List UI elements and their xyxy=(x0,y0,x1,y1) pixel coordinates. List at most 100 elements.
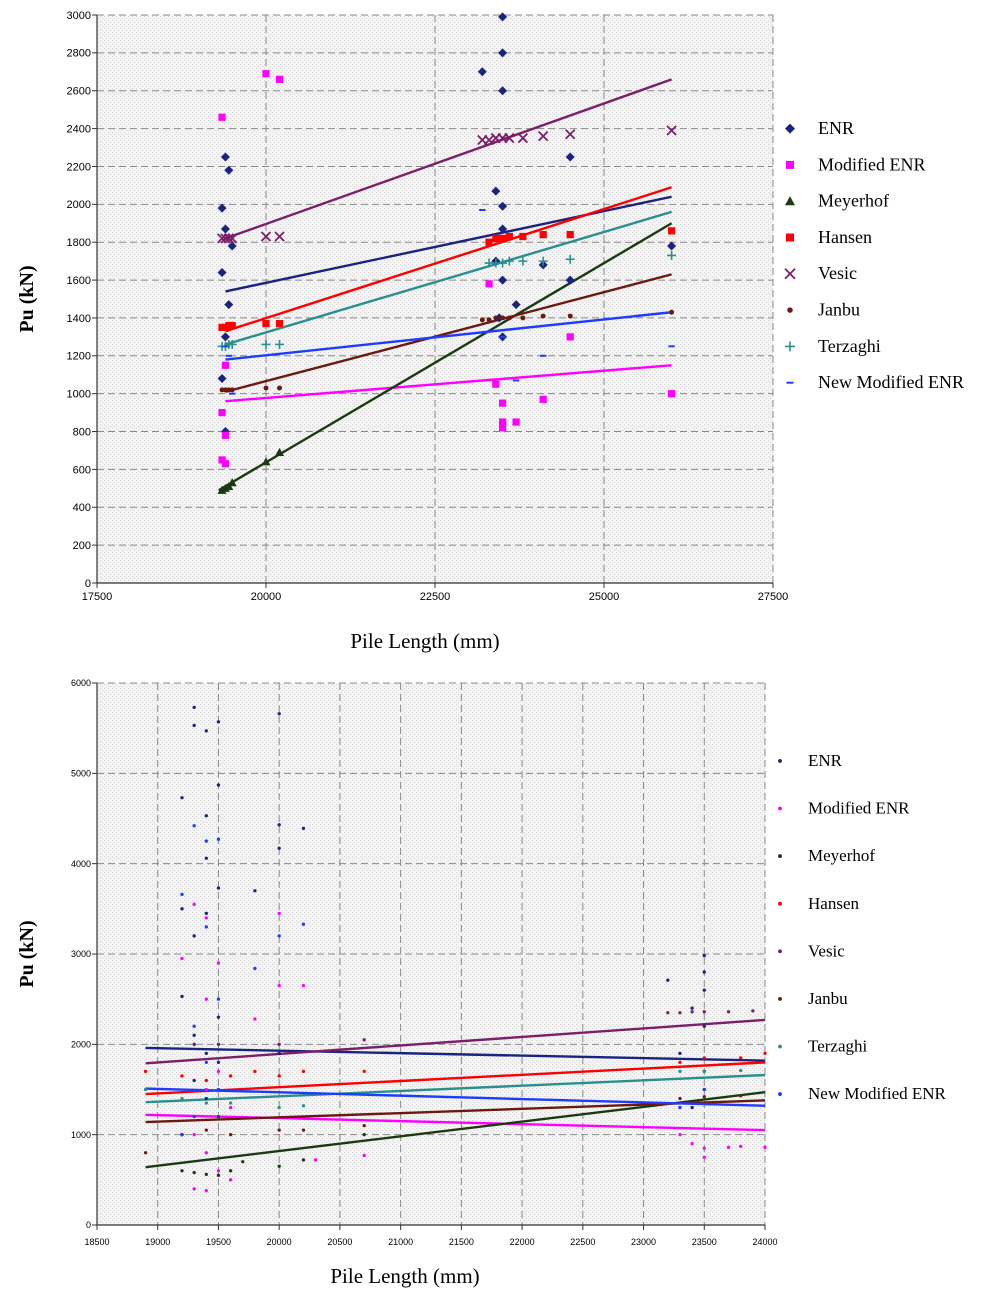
chart-1-point-janbu xyxy=(277,385,282,391)
chart-2-trendline-terzaghi xyxy=(145,1073,766,1104)
chart-1-trendline-terzaghi xyxy=(225,210,672,346)
chart-2-legend-label-meyerhof: Meyerhof xyxy=(808,846,875,865)
chart-2-point-terzaghi xyxy=(143,1087,148,1092)
chart-2-point-modified-enr xyxy=(739,1144,743,1149)
chart-1-legend-label-janbu: Janbu xyxy=(818,300,860,320)
chart-2-x-tick-label: 18500 xyxy=(84,1237,109,1247)
chart-2-point-meyerhof xyxy=(241,1160,245,1164)
chart-2-point-new-modified-enr xyxy=(192,824,196,828)
chart-1-legend: ENR Modified ENR Meyerhof Hansen Vesic Janbu T… xyxy=(784,118,964,392)
chart-2-x-tick-label: 19000 xyxy=(145,1237,170,1247)
chart-2-point-modified-enr xyxy=(253,1017,257,1021)
chart-1-y-tick-label: 2000 xyxy=(67,199,91,211)
chart-2-point-new-modified-enr xyxy=(216,1087,221,1092)
chart-1-y-tick-label: 200 xyxy=(73,540,91,552)
chart-2-point-modified-enr xyxy=(763,1145,767,1149)
chart-1-point-terzaghi xyxy=(565,254,575,264)
chart-1-point-janbu xyxy=(263,385,269,391)
chart-1-x-tick-label: 25000 xyxy=(589,591,620,603)
chart-2-legend-label-modified-enr: Modified ENR xyxy=(808,799,910,818)
chart-2-x-tick-label: 23000 xyxy=(631,1237,656,1247)
chart-1-point-modified-enr xyxy=(221,431,230,439)
chart-2-point-modified-enr xyxy=(690,1142,694,1146)
chart-1-point-hansen xyxy=(492,234,500,243)
chart-2-x-tick-label: 23500 xyxy=(692,1237,717,1247)
chart-2-point-modified-enr xyxy=(228,1105,233,1110)
chart-1-point-vesic xyxy=(504,132,515,144)
chart-1-point-enr xyxy=(217,203,227,213)
chart-1-point-janbu xyxy=(506,315,512,321)
chart-1-point-vesic xyxy=(666,125,677,136)
chart-1-point-modified-enr xyxy=(221,460,230,468)
chart-1-point-modified-enr xyxy=(668,390,676,398)
chart-1-point-terzaghi xyxy=(518,256,528,266)
chart-2-trendline-vesic xyxy=(145,1018,766,1065)
chart-1-y-tick-label: 2800 xyxy=(67,48,91,60)
chart-2-point-vesic xyxy=(277,1042,281,1046)
chart-2-point-modified-enr xyxy=(204,916,208,920)
chart-1-point-modified-enr xyxy=(492,380,500,388)
chart-1-point-vesic xyxy=(223,233,234,244)
chart-1-trendline-hansen xyxy=(225,186,672,333)
chart-2-point-new-modified-enr xyxy=(180,1133,184,1137)
chart-2-point-enr xyxy=(180,796,184,800)
chart-2-point-enr xyxy=(702,1024,706,1028)
chart-2-point-meyerhof xyxy=(216,1173,221,1177)
chart-1-y-tick-label: 2400 xyxy=(67,123,91,135)
chart-2-point-enr xyxy=(204,856,208,860)
chart-2-x-tick-label: 21000 xyxy=(388,1237,413,1247)
chart-2-y-tick-label: 6000 xyxy=(71,678,91,688)
chart-2-legend-marker-enr xyxy=(778,758,782,763)
chart-2-point-hansen xyxy=(678,1060,682,1065)
chart-1-point-enr xyxy=(498,48,508,58)
chart-1-y-axis-label: Pu (kN) xyxy=(16,265,38,332)
chart-2-point-enr xyxy=(690,1006,694,1010)
chart-2-y-axis-label: Pu (kN) xyxy=(16,920,38,987)
chart-2-point-janbu xyxy=(739,1094,743,1098)
chart-2-y-tick-label: 3000 xyxy=(71,949,91,959)
chart-1-point-hansen xyxy=(566,231,574,239)
chart-2-point-janbu xyxy=(678,1096,682,1101)
chart-1-point-janbu xyxy=(493,315,499,321)
chart-2-point-enr xyxy=(678,1051,682,1056)
chart-2-point-enr xyxy=(702,970,706,974)
chart-1-point-vesic xyxy=(274,231,285,242)
chart-1-point-hansen xyxy=(262,320,270,328)
chart-2-point-new-modified-enr xyxy=(180,892,184,897)
chart-2-point-hansen xyxy=(702,1056,706,1060)
chart-1-x-tick-label: 27500 xyxy=(758,591,789,603)
chart-2-point-terzaghi xyxy=(277,1105,281,1110)
chart-2-x-tick-label: 20000 xyxy=(267,1237,292,1247)
chart-2-point-meyerhof xyxy=(228,1169,233,1173)
chart-2-y-tick-label: 4000 xyxy=(71,859,91,869)
chart-1-point-enr xyxy=(217,374,227,384)
chart-1-y-tick-label: 3000 xyxy=(67,10,91,22)
chart-1: 0 200 400 600 800 1000 1200 1400 1600 1800 2000 220… xyxy=(16,10,964,653)
chart-2-x-tick-label: 22500 xyxy=(570,1237,595,1247)
chart-2-point-enr xyxy=(180,994,184,999)
chart-2-point-janbu xyxy=(228,1133,233,1137)
chart-2-point-enr xyxy=(277,846,281,850)
chart-2-point-enr xyxy=(180,907,184,911)
chart-1-legend-marker-janbu xyxy=(787,307,793,313)
chart-1-point-enr xyxy=(511,300,521,310)
chart-2-point-modified-enr xyxy=(216,1169,221,1173)
chart-2-point-vesic xyxy=(216,1042,221,1046)
chart-1-point-terzaghi xyxy=(667,250,677,260)
chart-1-legend-marker-vesic xyxy=(784,268,796,280)
chart-2-legend-marker-new-modified-enr xyxy=(778,1092,782,1097)
chart-1-trendline-vesic xyxy=(225,78,673,240)
chart-2-point-janbu xyxy=(362,1123,366,1128)
chart-1-point-modified-enr xyxy=(539,395,547,403)
chart-2-point-terzaghi xyxy=(228,1101,233,1105)
chart-2-point-meyerhof xyxy=(204,1172,208,1177)
chart-1-point-enr xyxy=(477,67,487,77)
chart-1-point-modified-enr xyxy=(218,113,226,121)
chart-2-legend-marker-hansen xyxy=(778,901,782,906)
chart-2-point-modified-enr xyxy=(678,1133,682,1137)
chart-2-point-terzaghi xyxy=(678,1069,682,1074)
chart-2-point-terzaghi xyxy=(702,1069,706,1074)
chart-2-point-enr xyxy=(204,729,208,733)
chart-1-point-enr xyxy=(220,152,230,162)
chart-1-legend-label-terzaghi: Terzaghi xyxy=(818,336,881,356)
